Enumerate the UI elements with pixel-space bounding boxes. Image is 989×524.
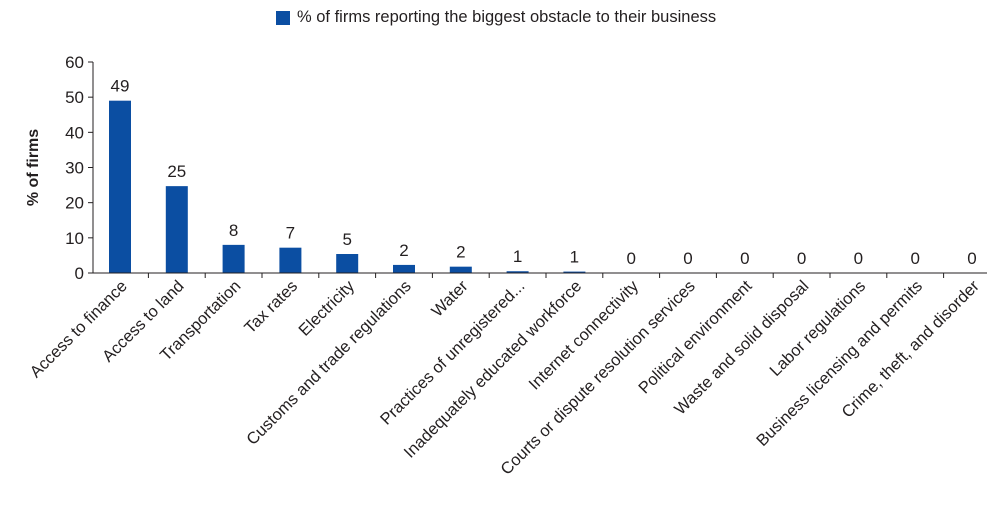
y-tick-label: 50 (65, 88, 84, 107)
y-tick-label: 30 (65, 159, 84, 178)
legend-swatch (276, 10, 290, 25)
bar (165, 186, 188, 273)
bar (393, 264, 415, 273)
category-label: Water (428, 277, 472, 321)
y-tick-label: 0 (75, 264, 84, 283)
data-label: 0 (797, 249, 806, 268)
bar (222, 244, 245, 273)
data-label: 0 (626, 249, 635, 268)
data-label: 8 (229, 221, 238, 240)
bar (109, 100, 131, 273)
y-tick-label: 20 (65, 194, 84, 213)
y-tick-label: 40 (65, 123, 84, 142)
category-label: Labor regulations (766, 277, 869, 380)
legend-label: % of firms reporting the biggest obstacl… (297, 8, 717, 26)
bar (279, 247, 302, 273)
category-label: Access to finance (27, 277, 131, 381)
bar (506, 271, 529, 273)
bar (336, 254, 359, 273)
data-label: 1 (513, 247, 522, 266)
bar (449, 266, 472, 273)
data-label: 2 (399, 241, 408, 260)
data-label: 0 (740, 249, 749, 268)
data-label: 0 (683, 249, 692, 268)
y-axis-title: % of firms (25, 129, 42, 206)
data-label: 0 (967, 249, 976, 268)
data-label: 0 (854, 249, 863, 268)
data-label: 25 (167, 162, 186, 181)
data-label: 49 (111, 77, 130, 96)
category-label: Tax rates (241, 277, 301, 337)
legend: % of firms reporting the biggest obstacl… (276, 8, 716, 27)
data-label: 7 (286, 224, 295, 243)
y-tick-label: 10 (65, 229, 84, 248)
data-label: 0 (910, 249, 919, 268)
category-label: Internet connectivity (526, 277, 643, 394)
y-tick-label: 60 (65, 53, 84, 72)
category-label: Political environment (635, 277, 756, 398)
data-label: 5 (342, 230, 351, 249)
data-label: 2 (456, 243, 465, 262)
data-label: 1 (570, 248, 579, 267)
bar (563, 271, 586, 273)
